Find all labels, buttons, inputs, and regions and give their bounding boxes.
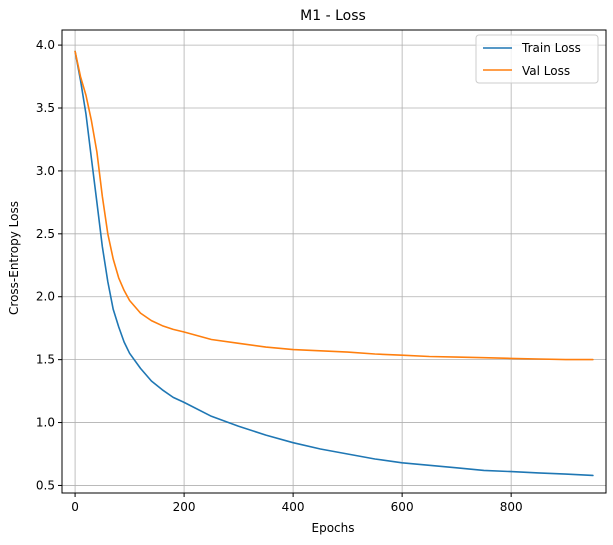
legend-label-train: Train Loss (521, 41, 581, 55)
x-tick-label: 0 (71, 500, 79, 514)
y-tick-label: 2.5 (36, 227, 55, 241)
x-axis-label: Epochs (312, 521, 355, 535)
grid-lines (62, 30, 606, 493)
x-axis-ticks: 0 200 400 600 800 (71, 493, 523, 514)
plot-frame (61, 29, 607, 494)
legend-label-val: Val Loss (522, 64, 570, 78)
val-loss-line (74, 50, 594, 361)
y-tick-label: 4.0 (36, 38, 55, 52)
y-tick-label: 2.0 (36, 290, 55, 304)
legend: Train Loss Val Loss (475, 34, 599, 84)
y-tick-label: 1.0 (36, 416, 55, 430)
y-axis-ticks: 0.5 1.0 1.5 2.0 2.5 3.0 3.5 4.0 (36, 38, 62, 492)
y-tick-label: 3.0 (36, 164, 55, 178)
x-tick-label: 200 (173, 500, 196, 514)
y-tick-label: 3.5 (36, 101, 55, 115)
x-tick-label: 400 (282, 500, 305, 514)
series-lines (74, 50, 594, 477)
x-tick-label: 600 (391, 500, 414, 514)
x-tick-label: 800 (500, 500, 523, 514)
legend-box (475, 34, 599, 84)
train-loss-line (74, 50, 594, 477)
y-tick-label: 0.5 (36, 478, 55, 492)
y-tick-label: 1.5 (36, 353, 55, 367)
y-axis-label: Cross-Entropy Loss (7, 201, 21, 315)
chart-title: M1 - Loss (300, 8, 366, 24)
